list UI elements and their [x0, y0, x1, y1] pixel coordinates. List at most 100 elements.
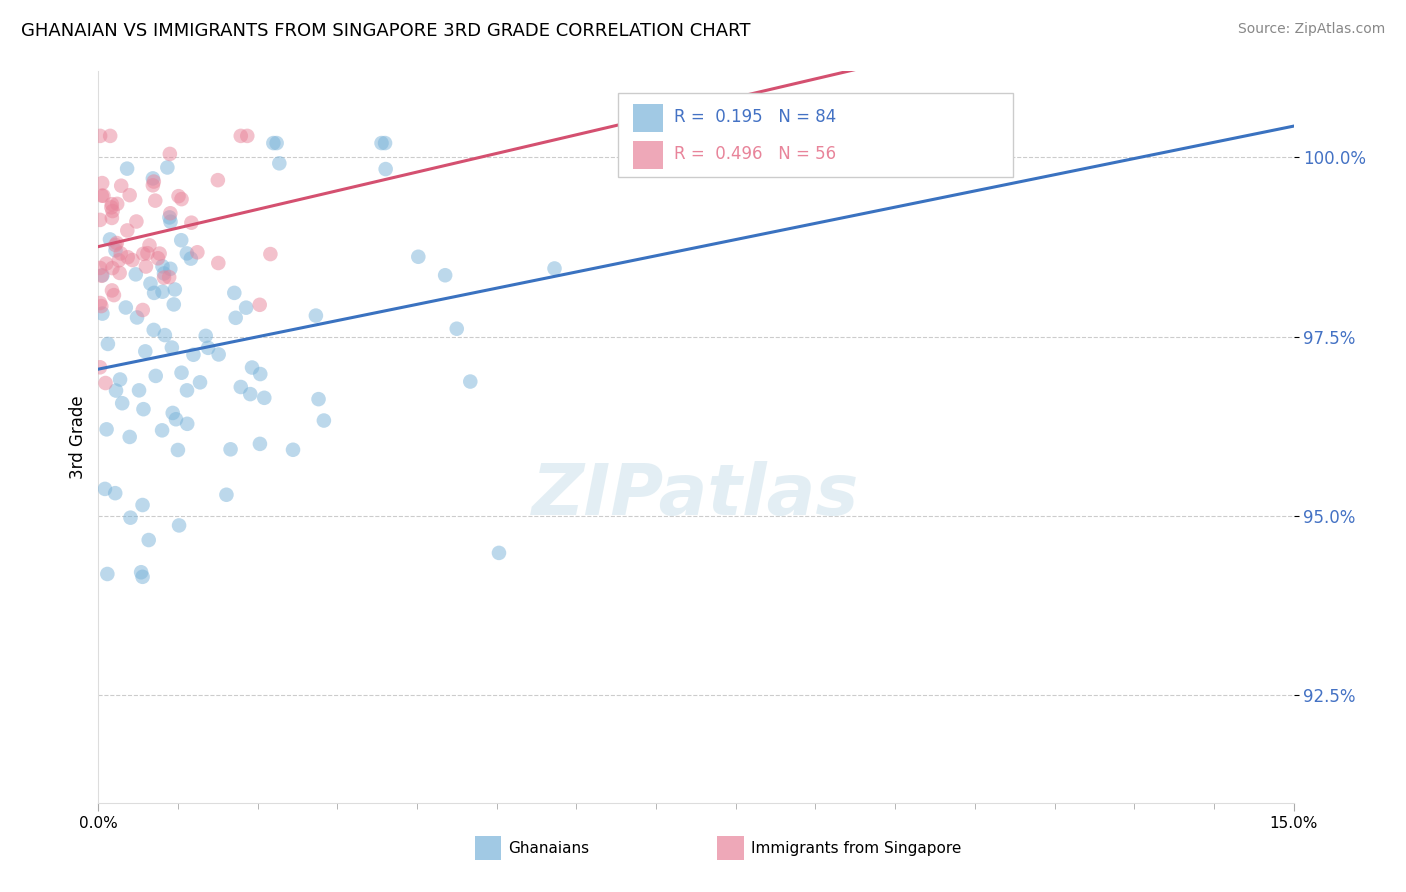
Point [219, 442, 242, 457]
Point [145, 368, 167, 383]
Point [162, 406, 184, 420]
Point [167, 442, 190, 457]
Point [101, 197, 124, 211]
Point [97, 337, 120, 351]
Point [249, 298, 271, 312]
Point [90, 299, 112, 313]
Point [434, 268, 457, 283]
Point [153, 270, 176, 285]
Point [91, 307, 114, 321]
Point [150, 423, 173, 437]
Point [101, 284, 124, 298]
Text: R =  0.496   N = 56: R = 0.496 N = 56 [675, 145, 837, 163]
Point [159, 261, 181, 276]
Text: R =  0.195   N = 84: R = 0.195 N = 84 [675, 109, 837, 127]
Point [138, 238, 160, 252]
Point [94, 376, 117, 390]
Point [91, 176, 114, 190]
Point [131, 498, 153, 512]
Point [104, 244, 127, 258]
Point [110, 178, 132, 193]
Point [180, 216, 202, 230]
Point [207, 173, 229, 187]
Point [215, 488, 238, 502]
Point [236, 128, 259, 143]
Point [125, 310, 148, 325]
Point [115, 161, 138, 176]
Point [153, 267, 176, 281]
Text: Immigrants from Singapore: Immigrants from Singapore [751, 840, 962, 855]
Point [101, 261, 124, 276]
Point [90, 268, 112, 283]
Point [105, 197, 128, 211]
Point [194, 329, 217, 343]
Point [93, 188, 115, 202]
Point [125, 214, 148, 228]
Point [139, 277, 162, 291]
Point [143, 194, 166, 208]
Point [96, 566, 118, 581]
Point [249, 437, 271, 451]
Point [103, 288, 125, 302]
Point [152, 260, 174, 274]
Point [135, 260, 157, 274]
FancyBboxPatch shape [633, 104, 662, 132]
Point [134, 344, 156, 359]
Point [269, 156, 291, 170]
FancyBboxPatch shape [619, 94, 1012, 178]
Text: ZIPatlas: ZIPatlas [533, 461, 859, 530]
Point [94, 482, 117, 496]
Point [167, 189, 190, 203]
Point [110, 246, 132, 260]
Point [142, 178, 165, 193]
Point [142, 175, 165, 189]
Point [176, 384, 198, 398]
Point [370, 136, 392, 150]
Point [146, 252, 169, 266]
Text: GHANAIAN VS IMMIGRANTS FROM SINGAPORE 3RD GRADE CORRELATION CHART: GHANAIAN VS IMMIGRANTS FROM SINGAPORE 3R… [21, 22, 751, 40]
Y-axis label: 3rd Grade: 3rd Grade [69, 395, 87, 479]
Point [142, 171, 165, 186]
Point [159, 211, 181, 225]
Point [170, 192, 193, 206]
Point [170, 233, 193, 247]
Point [159, 147, 181, 161]
Point [262, 136, 284, 150]
Point [132, 247, 155, 261]
Point [132, 402, 155, 417]
Point [180, 252, 202, 266]
Point [186, 245, 208, 260]
FancyBboxPatch shape [475, 837, 501, 860]
Point [117, 250, 139, 264]
Point [114, 301, 136, 315]
Point [111, 396, 134, 410]
Point [90, 188, 112, 202]
Point [89, 296, 111, 310]
Point [312, 413, 335, 427]
Point [159, 215, 181, 229]
Point [163, 297, 186, 311]
Point [235, 301, 257, 315]
Point [197, 341, 219, 355]
Point [153, 328, 176, 343]
Point [89, 128, 111, 143]
Point [208, 347, 231, 361]
Point [105, 235, 128, 250]
Point [281, 442, 304, 457]
Point [89, 260, 111, 275]
Point [101, 211, 124, 225]
Point [156, 161, 179, 175]
Point [176, 417, 198, 431]
Point [543, 261, 565, 276]
Point [239, 387, 262, 401]
Point [229, 128, 252, 143]
Point [118, 188, 141, 202]
Point [125, 268, 148, 282]
Point [104, 486, 127, 500]
Text: Source: ZipAtlas.com: Source: ZipAtlas.com [1237, 22, 1385, 37]
Point [305, 309, 328, 323]
Point [128, 384, 150, 398]
Point [89, 213, 111, 227]
Point [374, 162, 396, 177]
Point [138, 533, 160, 547]
